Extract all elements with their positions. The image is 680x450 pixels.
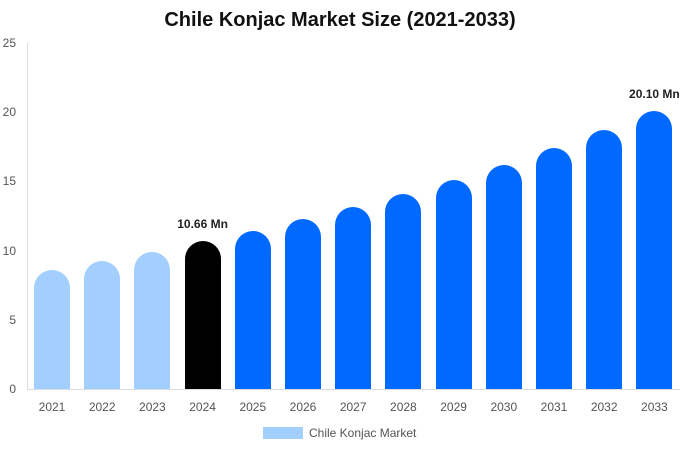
y-tick-label: 5 <box>9 312 16 327</box>
bar-2026[interactable] <box>285 218 321 389</box>
x-tick-label: 2027 <box>339 400 367 414</box>
legend-swatch <box>263 427 303 439</box>
x-tick-label: 2021 <box>38 400 66 414</box>
x-tick-label: 2033 <box>641 400 668 414</box>
bar-2027[interactable] <box>335 207 372 389</box>
bar-2033[interactable] <box>636 110 673 389</box>
x-tick-label: 2032 <box>590 400 618 414</box>
bar-2022[interactable] <box>84 260 121 389</box>
y-tick-label: 10 <box>2 243 16 258</box>
bar-2023[interactable] <box>134 251 171 389</box>
bar-2021[interactable] <box>34 269 70 389</box>
x-tick-label: 2023 <box>139 400 166 414</box>
legend-label: Chile Konjac Market <box>309 426 417 440</box>
x-tick-label: 2022 <box>88 400 116 414</box>
x-tick-label: 2025 <box>239 400 267 414</box>
x-tick-label: 2026 <box>289 400 317 414</box>
x-tick-label: 2024 <box>189 400 216 414</box>
bar-2032[interactable] <box>586 130 623 389</box>
data-label-2033: 20.10 Mn <box>629 86 680 101</box>
chart-title: Chile Konjac Market Size (2021-2033) <box>164 9 516 31</box>
y-tick-label: 0 <box>9 382 16 396</box>
x-tick-label: 2028 <box>390 400 417 414</box>
bar-2024[interactable] <box>184 241 221 389</box>
x-tick-label: 2031 <box>540 400 568 414</box>
bar-2030[interactable] <box>485 164 522 389</box>
bar-2029[interactable] <box>435 180 472 389</box>
y-tick-label: 15 <box>2 174 16 189</box>
x-tick-label: 2030 <box>490 400 518 414</box>
bar-2025[interactable] <box>234 231 271 389</box>
y-tick-label: 25 <box>2 36 16 50</box>
y-tick-label: 20 <box>2 105 16 120</box>
data-label-2024: 10.66 Mn <box>177 217 228 232</box>
y-axis-line <box>27 43 28 389</box>
x-axis-line <box>27 389 680 390</box>
bar-2028[interactable] <box>385 193 422 389</box>
bar-2031[interactable] <box>536 148 572 389</box>
x-tick-label: 2029 <box>440 400 467 414</box>
legend[interactable]: Chile Konjac Market <box>263 426 416 440</box>
